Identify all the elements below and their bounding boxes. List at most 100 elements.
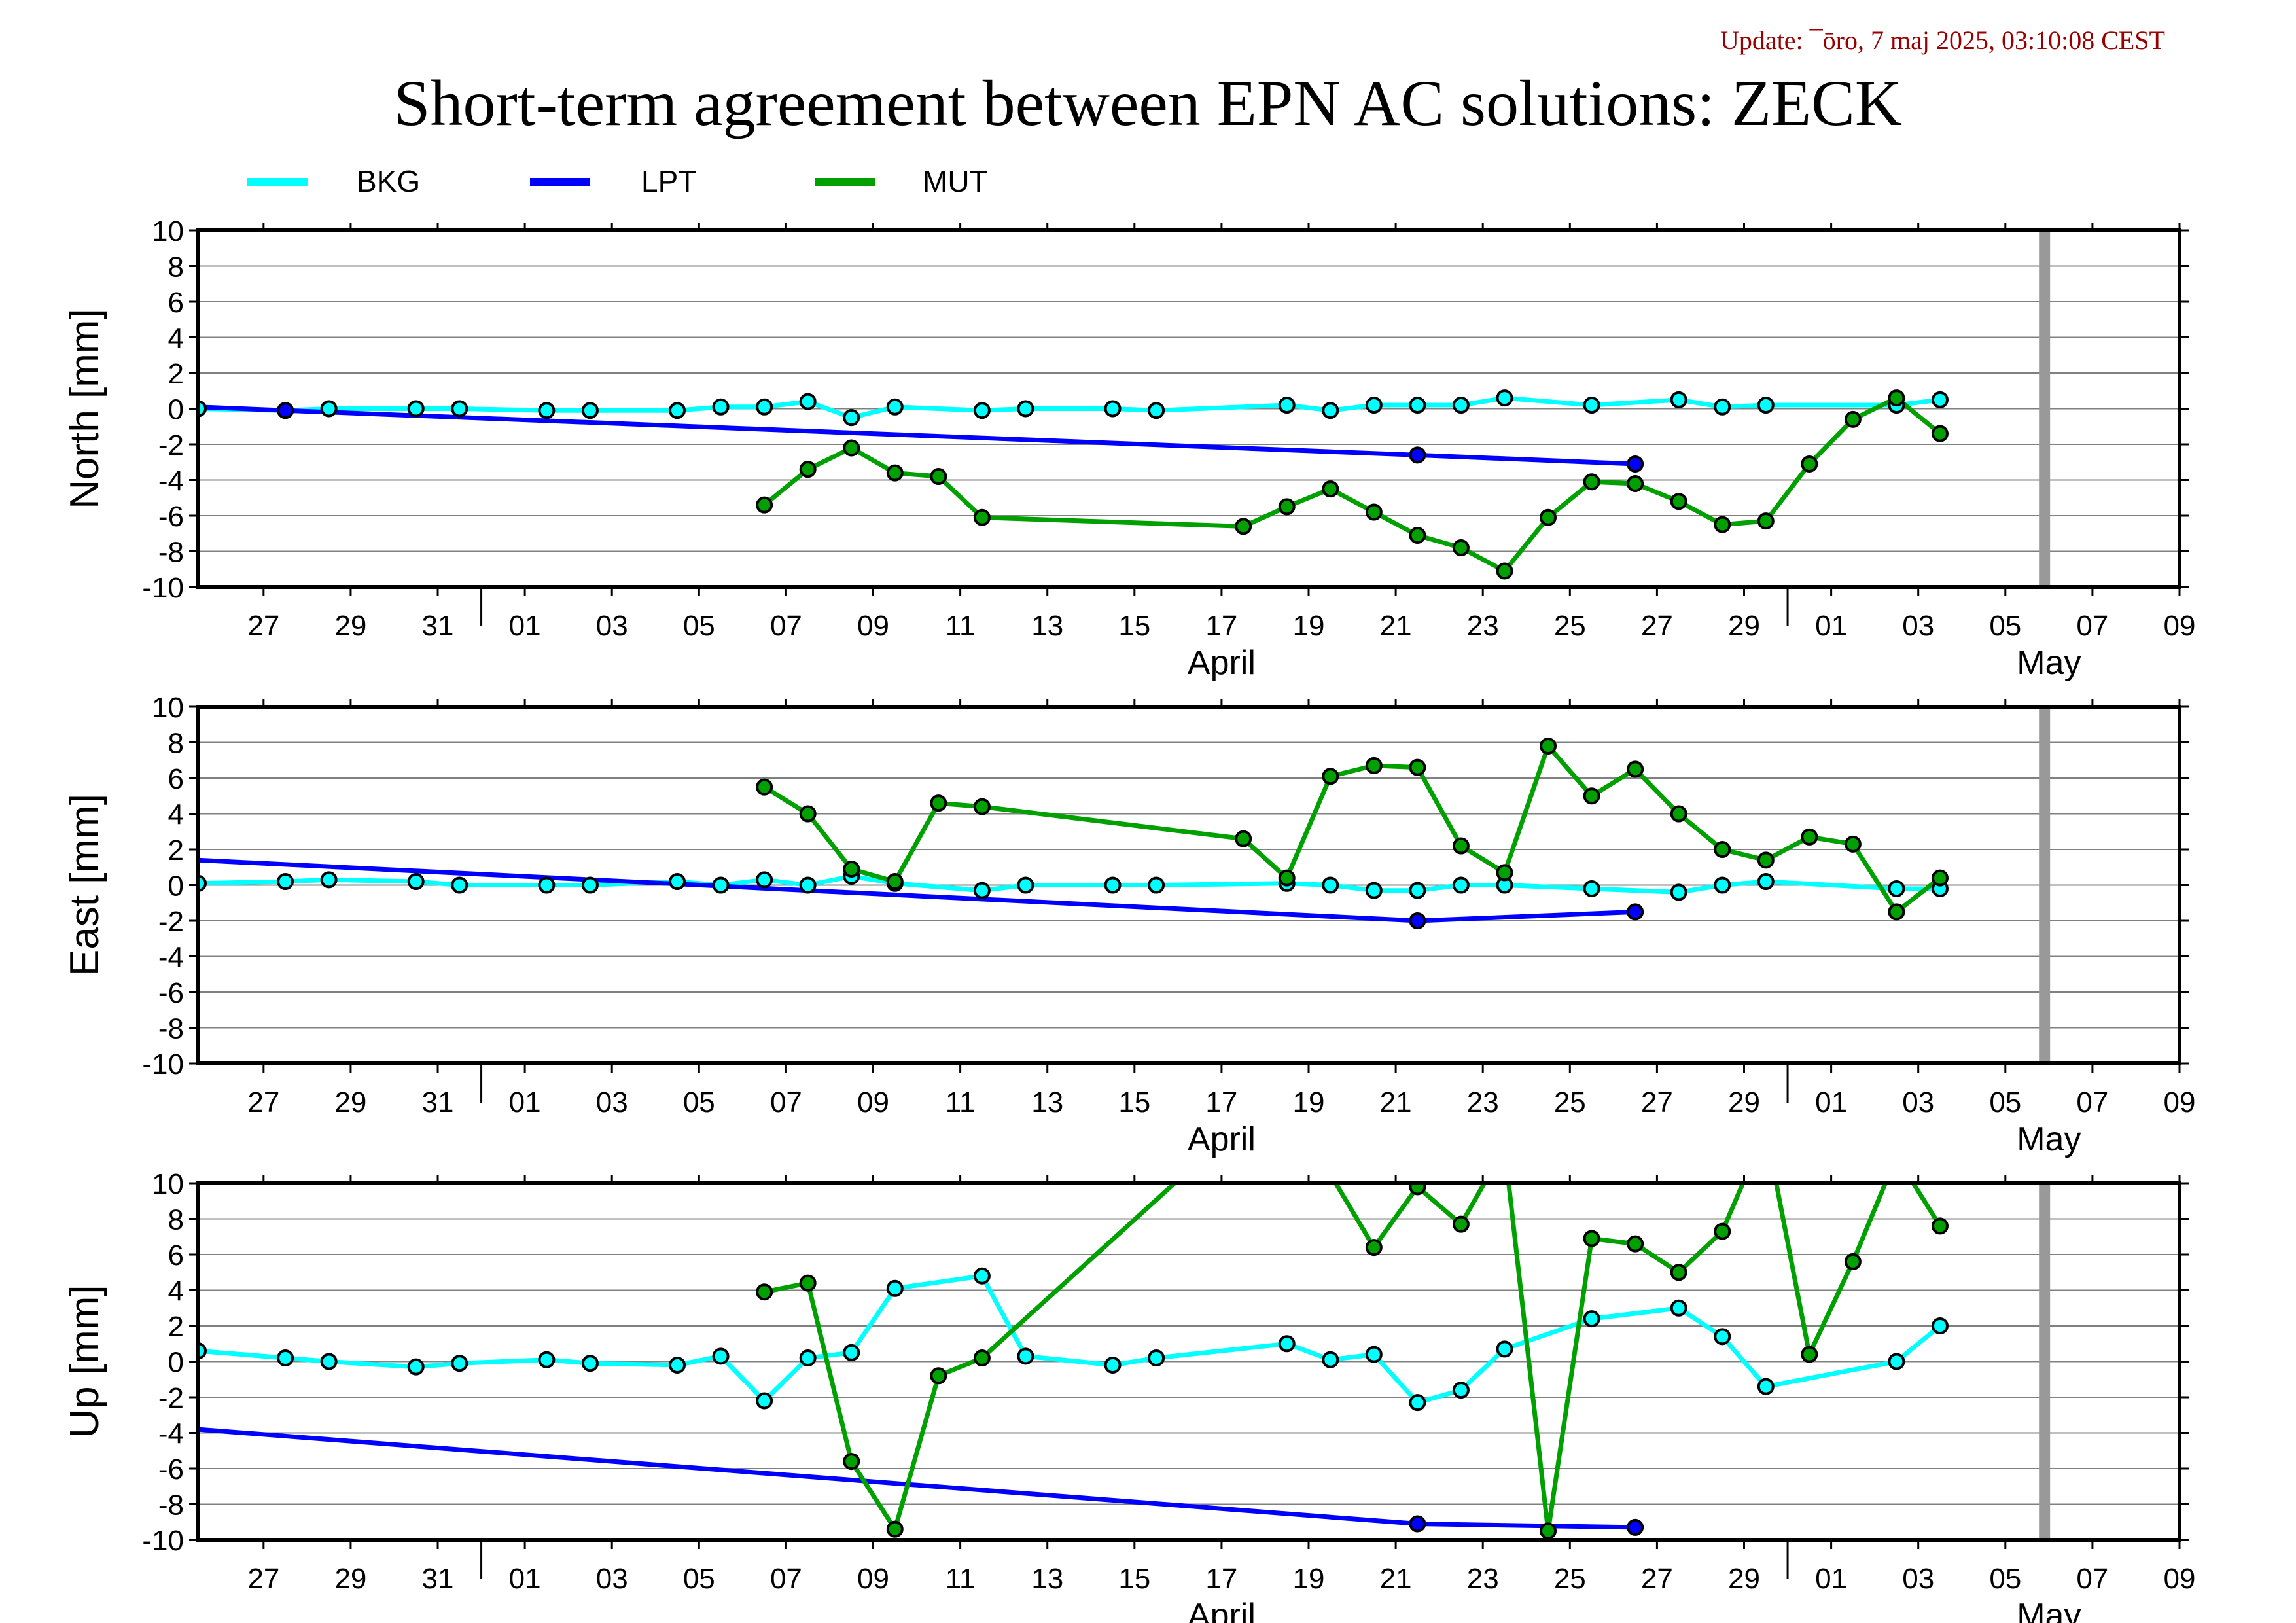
data-point-mut	[973, 798, 991, 815]
data-point-mut	[1540, 1522, 1557, 1540]
x-tick-label: 17	[1205, 1086, 1237, 1118]
data-point-bkg	[1583, 1310, 1600, 1328]
data-point-bkg	[1322, 402, 1339, 419]
data-point-bkg	[1670, 1299, 1687, 1317]
data-point-mut	[756, 1283, 773, 1301]
data-point-bkg	[320, 871, 338, 889]
data-point-mut	[1670, 493, 1687, 510]
legend-item-lpt: LPT	[530, 164, 696, 198]
x-tick-label: 05	[1989, 1563, 2021, 1595]
x-tick-label: 03	[596, 610, 628, 642]
data-point-bkg	[1409, 882, 1426, 899]
data-point-mut	[1496, 562, 1513, 580]
data-point-mut	[973, 1349, 991, 1367]
y-tick-label: 6	[168, 763, 184, 795]
data-point-mut	[1540, 508, 1557, 526]
y-tick-label: 10	[152, 215, 184, 247]
data-point-bkg	[1017, 400, 1034, 418]
x-tick-label: 29	[334, 610, 366, 642]
data-point-bkg	[407, 1358, 425, 1376]
x-tick-label: 05	[1989, 610, 2021, 642]
x-tick-label: 21	[1380, 1086, 1412, 1118]
x-tick-label: 11	[945, 1563, 976, 1595]
data-point-lpt	[1409, 912, 1426, 929]
month-label: May	[2017, 644, 2081, 682]
y-tick-label: 0	[168, 394, 184, 426]
y-tick-label: -6	[158, 977, 184, 1009]
data-point-mut	[1627, 1235, 1644, 1253]
data-point-mut	[1844, 1253, 1862, 1270]
data-point-bkg	[799, 876, 817, 894]
x-tick-label: 25	[1554, 610, 1586, 642]
data-point-mut	[1714, 1222, 1731, 1240]
x-tick-label: 05	[683, 1086, 715, 1118]
x-tick-label: 29	[1728, 1086, 1760, 1118]
data-point-bkg	[1714, 1328, 1731, 1346]
data-point-mut	[1452, 539, 1470, 557]
data-point-mut	[1365, 503, 1383, 521]
data-point-mut	[886, 464, 904, 482]
month-label: April	[1188, 1120, 1256, 1158]
data-point-mut	[1280, 1096, 1294, 1110]
data-point-bkg	[1452, 876, 1470, 894]
y-tick-label: 4	[168, 323, 184, 355]
data-point-bkg	[451, 400, 468, 418]
x-tick-label: 27	[247, 610, 279, 642]
x-tick-label: 17	[1205, 610, 1237, 642]
data-point-mut	[1757, 512, 1775, 530]
y-axis-label: Up [mm]	[62, 1285, 107, 1438]
y-tick-label: 6	[168, 1240, 184, 1272]
y-tick-label: -2	[158, 429, 184, 461]
data-point-mut	[843, 860, 860, 878]
y-tick-label: -2	[158, 906, 184, 938]
data-point-mut	[1235, 830, 1252, 847]
data-point-mut	[1670, 805, 1687, 823]
data-point-bkg	[756, 871, 773, 889]
y-tick-label: 8	[168, 728, 184, 760]
data-point-lpt	[277, 402, 294, 419]
x-tick-label: 15	[1118, 610, 1150, 642]
x-tick-label: 21	[1380, 610, 1412, 642]
x-tick-label: 27	[1641, 610, 1673, 642]
data-point-bkg	[1148, 1349, 1165, 1367]
data-point-mut	[1801, 828, 1818, 846]
data-point-mut	[930, 1367, 947, 1385]
x-tick-label: 29	[1728, 1563, 1760, 1595]
y-tick-label: 4	[168, 1275, 184, 1308]
data-point-mut	[1627, 474, 1644, 492]
series-line-bkg	[198, 1274, 1942, 1405]
data-point-mut	[1278, 498, 1296, 516]
y-tick-label: 10	[152, 692, 184, 724]
y-tick-label: -4	[158, 1418, 184, 1450]
data-point-mut	[1759, 1122, 1773, 1137]
data-point-mut	[1583, 787, 1600, 805]
x-tick-label: 31	[422, 1563, 454, 1595]
data-point-bkg	[1452, 397, 1470, 414]
x-tick-label: 01	[1815, 1086, 1847, 1118]
y-tick-label: -6	[158, 1454, 184, 1486]
data-point-bkg	[1104, 400, 1122, 418]
x-tick-label: 27	[1641, 1086, 1673, 1118]
x-tick-label: 13	[1031, 1563, 1063, 1595]
x-tick-label: 19	[1293, 1086, 1325, 1118]
data-point-mut	[799, 1274, 817, 1292]
data-point-mut	[930, 468, 947, 486]
x-tick-label: 25	[1554, 1563, 1586, 1595]
data-point-bkg	[538, 1351, 556, 1368]
data-point-bkg	[1148, 402, 1165, 419]
data-point-mut	[1714, 516, 1731, 533]
data-layer	[198, 1096, 1949, 1540]
x-tick-label: 21	[1380, 1563, 1412, 1595]
y-tick-label: -8	[158, 537, 184, 569]
x-tick-label: 13	[1031, 610, 1063, 642]
y-tick-label: 0	[168, 870, 184, 902]
data-point-bkg	[1452, 1382, 1470, 1399]
data-point-bkg	[1148, 876, 1165, 894]
y-tick-label: 2	[168, 1311, 184, 1343]
data-point-mut	[1583, 1230, 1600, 1247]
data-point-lpt	[1409, 446, 1426, 464]
update-timestamp: Update: ¯ōro, 7 maj 2025, 03:10:08 CEST	[1720, 26, 2165, 55]
data-point-bkg	[277, 1349, 294, 1367]
data-point-mut	[1409, 526, 1426, 544]
x-tick-label: 03	[1902, 1563, 1934, 1595]
